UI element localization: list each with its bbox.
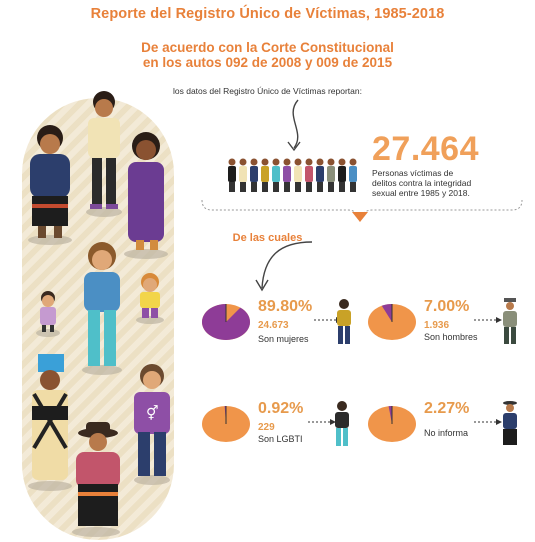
svg-text:⚥: ⚥	[146, 405, 159, 422]
people-illustration: ⚥	[28, 91, 170, 537]
person-figure-icon	[294, 158, 302, 192]
person-figure-icon	[337, 299, 351, 344]
person-figure-icon	[88, 91, 120, 209]
person-figure-icon	[228, 158, 236, 192]
person-figure-icon	[316, 158, 324, 192]
person-figure-icon	[503, 401, 517, 445]
stat-percent: 89.80%	[258, 298, 313, 315]
person-figure-icon	[335, 401, 349, 446]
person-figure-icon	[84, 242, 120, 366]
description-line-2: delitos contra la integridad	[372, 178, 472, 188]
stat-count: 229	[258, 422, 275, 433]
stat-label: Son hombres	[424, 332, 478, 342]
down-arrow-icon	[287, 99, 301, 152]
description-line-1: Personas víctimas de	[372, 168, 454, 178]
stat-count: 1.936	[424, 320, 450, 331]
pie-slice	[388, 406, 392, 424]
stat-label: No informa	[424, 428, 469, 438]
stat-lgbti: 0.92% 229 Son LGBTI	[200, 400, 360, 460]
person-figure-icon	[76, 422, 120, 526]
person-figure-icon	[283, 158, 291, 192]
stat-label: Son LGBTI	[258, 434, 303, 444]
person-figure-icon	[261, 158, 269, 192]
pie-chart-icon	[368, 304, 416, 340]
stat-percent: 0.92%	[258, 400, 304, 417]
page-title: Reporte del Registro Único de Víctimas, …	[90, 6, 445, 22]
brace-icon	[201, 199, 523, 223]
connector-line	[474, 317, 502, 323]
person-figure-icon	[239, 158, 247, 192]
stat-percent: 2.27%	[424, 400, 470, 417]
person-figure-icon	[40, 291, 56, 332]
pie-chart-icon	[202, 406, 250, 442]
person-figure-icon	[140, 273, 160, 318]
curved-arrow-icon	[255, 241, 313, 292]
intro-text: los datos del Registro Único de Víctimas…	[173, 86, 362, 96]
person-figure-icon	[32, 354, 68, 480]
stat-percent: 7.00%	[424, 298, 470, 315]
stat-men: 7.00% 1.936 Son hombres	[366, 298, 526, 358]
stat-label: Son mujeres	[258, 334, 309, 344]
stat-no-info: 2.27% No informa	[366, 400, 526, 460]
person-figure-icon	[327, 158, 335, 192]
person-figure-icon	[503, 298, 517, 344]
pie-slice	[381, 304, 392, 322]
person-figure-icon	[349, 158, 357, 192]
person-figure-icon	[30, 125, 70, 238]
page-subtitle: De acuerdo con la Corte Constitucional e…	[0, 40, 535, 70]
pie-chart-icon	[202, 304, 250, 340]
person-figure-icon: ⚥	[134, 364, 170, 476]
connector-line	[474, 419, 502, 425]
subtitle-line-1: De acuerdo con la Corte Constitucional	[141, 40, 394, 55]
pie-chart-icon	[368, 406, 416, 442]
person-figure-icon	[128, 132, 164, 250]
stat-count: 24.673	[258, 320, 289, 331]
subtitle-line-2: en los autos 092 de 2008 y 009 de 2015	[142, 55, 393, 70]
figures-row	[228, 158, 357, 192]
description-line-3: sexual entre 1985 y 2018.	[372, 188, 470, 198]
total-victims: 27.464	[372, 130, 479, 168]
person-figure-icon	[272, 158, 280, 192]
stat-women: 89.80% 24.673 Son mujeres	[200, 298, 360, 358]
breakdown-title: De las cuales	[232, 232, 303, 244]
connector-line	[308, 419, 336, 425]
total-description: Personas víctimas de delitos contra la i…	[372, 168, 522, 198]
person-figure-icon	[250, 158, 258, 192]
person-figure-icon	[305, 158, 313, 192]
person-figure-icon	[338, 158, 346, 192]
